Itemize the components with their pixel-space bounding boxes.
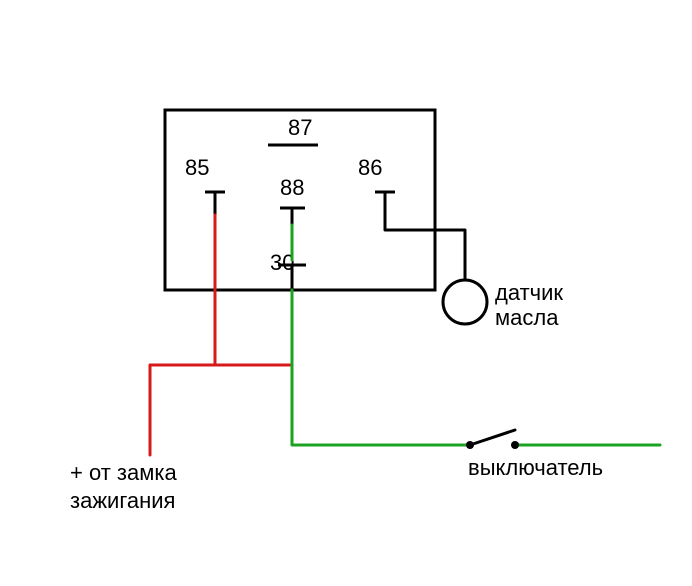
pin-88-label: 88 bbox=[280, 175, 304, 200]
switch-label: выключатель bbox=[468, 455, 603, 480]
oil-sensor-label-2: масла bbox=[495, 305, 559, 330]
ignition-label-1: + от замка bbox=[70, 460, 177, 485]
pin-87-label: 87 bbox=[288, 115, 312, 140]
switch-node-right bbox=[511, 441, 519, 449]
wire-86-to-sensor bbox=[385, 215, 465, 280]
switch-arm bbox=[470, 430, 515, 445]
ignition-label-2: зажигания bbox=[70, 488, 175, 513]
wire-switch-green-a bbox=[292, 225, 470, 445]
circuit-diagram: 8785868830датчикмаславыключатель+ от зам… bbox=[0, 0, 692, 586]
pin-85-label: 85 bbox=[185, 155, 209, 180]
oil-sensor-icon bbox=[443, 280, 487, 324]
pin-86-label: 86 bbox=[358, 155, 382, 180]
oil-sensor-label-1: датчик bbox=[495, 280, 563, 305]
